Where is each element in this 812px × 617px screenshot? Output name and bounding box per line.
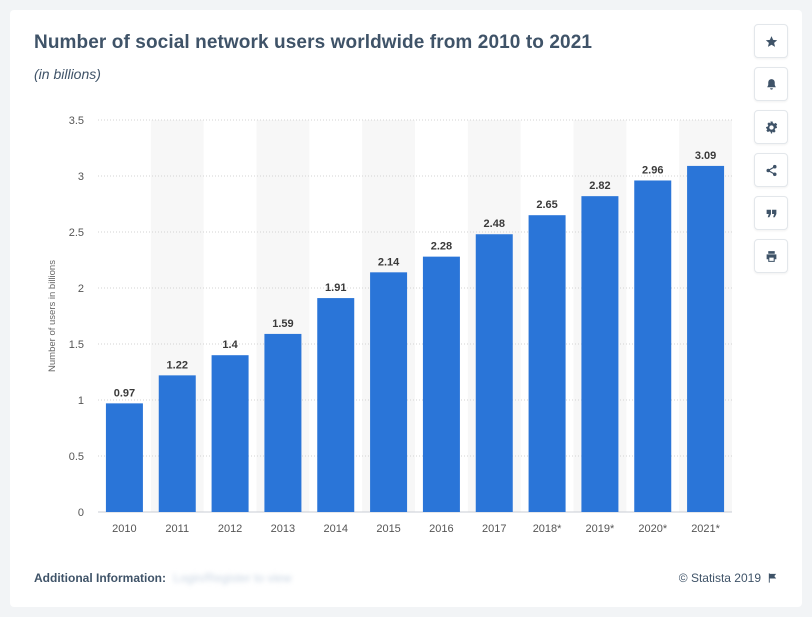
x-tick-label: 2013 — [271, 523, 295, 535]
bar — [317, 298, 355, 512]
x-tick-label: 2017 — [482, 523, 506, 535]
data-label: 2.28 — [431, 241, 452, 253]
data-label: 3.09 — [695, 150, 716, 162]
copyright-text: © Statista 2019 — [678, 571, 761, 585]
bar — [528, 215, 566, 512]
y-tick-label: 1 — [78, 395, 84, 407]
bar — [634, 180, 672, 513]
chart-toolbar — [754, 24, 788, 282]
data-label: 2.14 — [378, 256, 400, 268]
data-label: 0.97 — [114, 387, 135, 399]
x-tick-label: 2016 — [429, 523, 453, 535]
data-label: 1.91 — [325, 282, 346, 294]
chart-subtitle: (in billions) — [34, 66, 101, 82]
share-icon — [765, 164, 777, 176]
bar — [105, 403, 143, 512]
login-register-link[interactable]: Login/Register to view — [173, 571, 292, 585]
quote-icon — [766, 209, 776, 217]
bar — [422, 256, 460, 512]
bar — [264, 333, 302, 512]
data-label: 1.22 — [167, 359, 188, 371]
x-tick-label: 2014 — [324, 523, 348, 535]
additional-info-label: Additional Information: — [34, 571, 166, 585]
gear-icon — [765, 121, 777, 133]
star-icon — [765, 35, 777, 47]
x-tick-label: 2015 — [376, 523, 400, 535]
flag-icon[interactable] — [767, 572, 778, 584]
data-label: 2.96 — [642, 164, 663, 176]
y-tick-label: 1.5 — [69, 339, 84, 351]
bar — [475, 234, 513, 513]
data-label: 2.65 — [536, 199, 557, 211]
y-tick-label: 2 — [78, 283, 84, 295]
chart-card: Number of social network users worldwide… — [10, 10, 802, 607]
y-tick-label: 2.5 — [69, 227, 84, 239]
bar — [370, 272, 408, 512]
x-tick-label: 2018* — [533, 523, 562, 535]
y-tick-label: 3.5 — [69, 115, 84, 127]
x-tick-label: 2021* — [691, 523, 720, 535]
data-label: 1.59 — [272, 318, 293, 330]
cite-button[interactable] — [754, 196, 788, 230]
chart-title: Number of social network users worldwide… — [34, 32, 593, 53]
favorite-button[interactable] — [754, 24, 788, 58]
x-tick-label: 2020* — [638, 523, 667, 535]
y-tick-label: 3 — [78, 171, 84, 183]
print-button[interactable] — [754, 239, 788, 273]
copyright: © Statista 2019 — [679, 571, 778, 585]
x-tick-label: 2019* — [586, 523, 615, 535]
share-button[interactable] — [754, 153, 788, 187]
x-tick-label: 2012 — [218, 523, 242, 535]
data-label: 1.4 — [222, 339, 238, 351]
bar — [211, 355, 249, 512]
bar-chart: 0 0.5 1 1.5 2 2.5 3 3.5 Number of users in billi… — [47, 115, 732, 535]
y-tick-label: 0.5 — [69, 451, 84, 463]
bell-icon — [766, 78, 776, 90]
x-tick-label: 2011 — [165, 523, 189, 535]
notification-button[interactable] — [754, 67, 788, 101]
data-label: 2.82 — [589, 180, 610, 192]
print-icon — [766, 250, 776, 262]
bar — [687, 165, 725, 513]
bar — [581, 196, 619, 512]
x-tick-label: 2010 — [112, 523, 136, 535]
y-tick-label: 0 — [78, 507, 84, 519]
data-label: 2.48 — [484, 218, 505, 230]
additional-information: Additional Information: Login/Register t… — [34, 571, 291, 585]
bar — [158, 375, 196, 512]
y-axis-label: Number of users in billions — [47, 260, 58, 372]
settings-button[interactable] — [754, 110, 788, 144]
